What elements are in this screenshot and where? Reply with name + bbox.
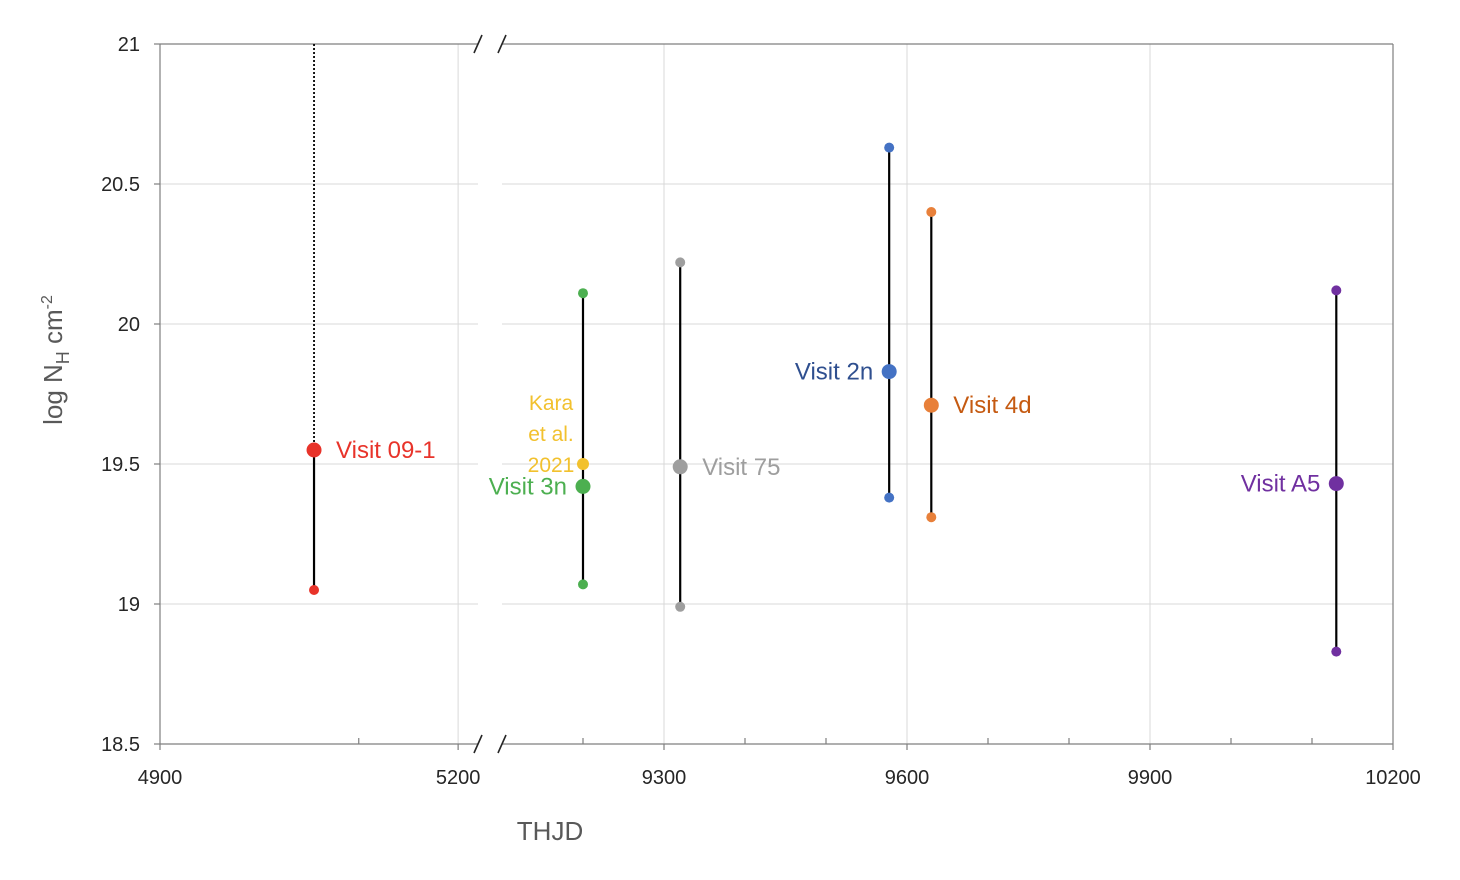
y-axis-title-unit: cm [38, 309, 68, 351]
series-label: Visit 09-1 [336, 437, 436, 464]
data-point [577, 458, 589, 470]
data-point [1328, 476, 1344, 492]
axis-break-mark [473, 734, 483, 754]
data-point [672, 459, 688, 475]
axis-break-mark [497, 734, 507, 754]
y-tick-label: 20 [118, 314, 140, 336]
error-bar-lower-point [309, 585, 320, 595]
data-point [306, 442, 322, 458]
error-bar-lower-point [1331, 646, 1342, 657]
series-label-line: Visit 4d [953, 392, 1031, 419]
error-bar-lower-point [884, 492, 895, 503]
y-tick-label: 21 [118, 34, 140, 56]
x-tick-label: 9600 [885, 767, 930, 789]
error-bar-upper-point [578, 288, 588, 299]
y-tick-label: 20.5 [101, 174, 140, 196]
y-axis-title-main: log N [38, 364, 68, 425]
y-axis-title-subscript: H [53, 351, 73, 364]
x-tick-label: 4900 [138, 767, 183, 789]
axis-ticks: 18.5 19 19.5 20 20.5 21 4900 5200 9300 9600 9900 10… [101, 34, 1421, 789]
x-tick-label: 9900 [1128, 767, 1173, 789]
point-labels: Visit 09-1 Visit 3n Kara et al. 2021 Visit 75… [336, 359, 1320, 501]
axis-break-mark [473, 34, 483, 54]
data-point [881, 364, 897, 380]
series-label-line: 2021 [528, 454, 575, 477]
y-tick-label: 19.5 [101, 454, 140, 476]
data-series [306, 44, 1344, 657]
error-bar-lower-point [675, 601, 686, 612]
series-label: Visit 2n [795, 359, 873, 386]
series-label-line: Kara [529, 392, 574, 415]
x-axis-title: THJD [517, 816, 583, 846]
series-label: Visit 4d [953, 392, 1031, 419]
series-label-line: Visit 75 [702, 454, 780, 481]
series-label-line: Visit 2n [795, 359, 873, 386]
series-label-line: Visit A5 [1241, 471, 1321, 498]
x-tick-label: 5200 [436, 767, 481, 789]
error-bar-upper-point [1331, 285, 1342, 296]
series-label: Visit A5 [1241, 471, 1321, 498]
y-axis-title-superscript: -2 [39, 295, 56, 309]
plot-frame [159, 34, 1394, 754]
y-axis-title: log NH cm-2 [38, 295, 73, 425]
x-tick-label: 9300 [642, 767, 687, 789]
error-bar-upper-point [884, 142, 895, 153]
series-label-line: et al. [528, 423, 574, 446]
axis-break-mark [497, 34, 507, 54]
x-tick-label: 10200 [1365, 767, 1421, 789]
error-bar-upper-point [675, 257, 686, 268]
error-bar-lower-point [926, 512, 937, 523]
series-label: Kara et al. 2021 [528, 392, 575, 477]
series-label: Visit 75 [702, 454, 780, 481]
series-label-line: Visit 3n [489, 473, 567, 500]
error-bar-upper-point [926, 207, 937, 217]
error-bar-lower-point [578, 579, 588, 590]
data-point [575, 478, 591, 494]
grid-lines [160, 44, 1393, 744]
y-tick-label: 19 [118, 594, 140, 616]
series-label: Visit 3n [489, 473, 567, 500]
series-label-line: Visit 09-1 [336, 437, 436, 464]
y-tick-label: 18.5 [101, 734, 140, 756]
data-point [923, 397, 939, 413]
